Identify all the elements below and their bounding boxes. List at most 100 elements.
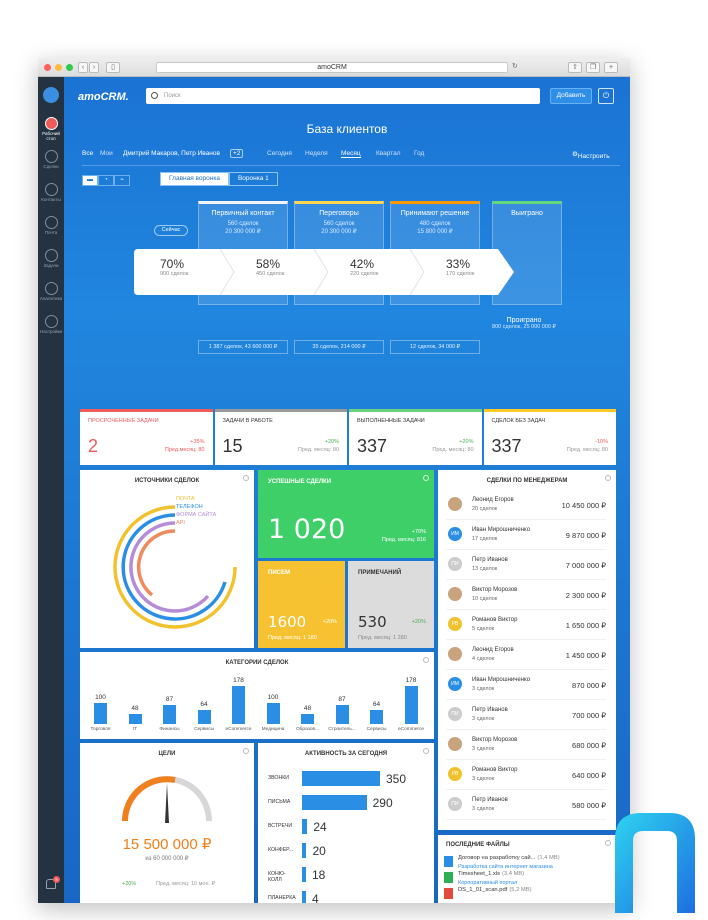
managers-title: СДЕЛКИ ПО МЕНЕДЖЕРАМ xyxy=(486,478,568,484)
account-avatar[interactable] xyxy=(43,87,59,103)
stage-name: Выиграно xyxy=(511,210,543,217)
sidebar-item-3[interactable]: Почта xyxy=(38,216,64,235)
tab-main-funnel[interactable]: Главная воронка xyxy=(160,172,229,186)
letters-delta: +20% xyxy=(322,619,337,625)
category-bar[interactable] xyxy=(370,710,383,724)
period-today[interactable]: Сегодня xyxy=(267,150,292,157)
sidebar-item-4[interactable]: Задачи xyxy=(38,249,64,268)
maximize-window-button[interactable] xyxy=(66,64,73,71)
stage-summary: 560 сделок 20 300 000 ₽ xyxy=(295,220,383,236)
manager-row[interactable]: ПИ Петр Иванов 3 сделок 700 000 ₽ xyxy=(446,702,606,730)
activity-bar[interactable] xyxy=(302,867,306,882)
minimize-window-button[interactable] xyxy=(55,64,62,71)
activity-bar[interactable] xyxy=(302,795,367,810)
notes-prev: Пред. месяц: 1 280 xyxy=(358,635,407,641)
sidebar-item-5[interactable]: Аналитика xyxy=(38,282,64,301)
address-bar[interactable]: amoCRM xyxy=(156,62,508,73)
search-input[interactable]: Поиск xyxy=(146,88,540,104)
manager-row[interactable]: ПИ Петр Иванов 3 сделок 580 000 ₽ xyxy=(446,792,606,820)
activity-label: ПИСЬМА xyxy=(268,799,291,805)
gear-icon[interactable] xyxy=(423,475,429,481)
kpi-card[interactable]: СДЕЛОК БЕЗ ЗАДАЧ 337 -10% Пред. месяц: 80 xyxy=(483,409,616,465)
manager-row[interactable]: Виктор Морозов 10 сделок 2 300 000 ₽ xyxy=(446,582,606,610)
power-icon[interactable]: ⏻ xyxy=(598,88,614,104)
gear-icon[interactable] xyxy=(423,748,429,754)
filter-all[interactable]: Все xyxy=(82,150,94,157)
add-button[interactable]: Добавить xyxy=(550,88,592,104)
category-bar[interactable] xyxy=(163,705,176,724)
category-bar[interactable] xyxy=(94,702,107,724)
tab-funnel-1[interactable]: Воронка 1 xyxy=(228,172,278,186)
line-view-icon[interactable]: ⌁ xyxy=(114,175,130,186)
filter-users[interactable]: Дмитрий Макаров, Петр Иванов xyxy=(123,150,220,157)
category-bar[interactable] xyxy=(404,686,418,724)
kpi-card[interactable]: ВЫПОЛНЕННЫЕ ЗАДАЧИ 337 +20% Пред. месяц: 80 xyxy=(349,409,482,465)
file-size: (1,4 MB) xyxy=(537,855,560,861)
new-tab-icon[interactable]: + xyxy=(604,62,618,73)
gear-icon[interactable] xyxy=(605,475,611,481)
activity-bar[interactable] xyxy=(302,843,307,858)
sources-title: ИСТОЧНИКИ СДЕЛОК xyxy=(134,478,200,484)
bell-icon[interactable] xyxy=(46,879,56,889)
period-quarter[interactable]: Квартал xyxy=(376,150,401,157)
tabs-icon[interactable]: ❐ xyxy=(586,62,600,73)
sidebar-item-1[interactable]: Сделки xyxy=(38,150,64,169)
manager-row[interactable]: ИМ Иван Мирошниченко 17 сделок 9 870 000 ₽ xyxy=(446,522,606,550)
category-value: 87 xyxy=(338,696,346,704)
gear-icon[interactable] xyxy=(243,475,249,481)
category-bar[interactable] xyxy=(301,713,314,724)
category-bar[interactable] xyxy=(197,710,211,724)
activity-bar[interactable] xyxy=(302,771,380,786)
close-window-button[interactable] xyxy=(44,64,51,71)
file-row[interactable]: Договор на разработку сай... (1,4 MB) Разр… xyxy=(444,853,608,875)
sidebar-item-0[interactable]: Рабочий стол xyxy=(38,117,64,141)
period-week[interactable]: Неделя xyxy=(305,150,328,157)
activity-bar[interactable] xyxy=(302,819,308,834)
pie-view-icon[interactable]: ◔ xyxy=(98,175,114,186)
kpi-card[interactable]: ПРОСРОЧЕННЫЕ ЗАДАЧИ 2 +35% Пред.месяц: 80 xyxy=(80,409,213,465)
kpi-card[interactable]: ЗАДАЧИ В РАБОТЕ 15 +20% Пред. месяц: 80 xyxy=(214,409,347,465)
gear-icon[interactable] xyxy=(243,748,249,754)
manager-deals: 20 сделок xyxy=(472,506,498,512)
manager-name: Леонид Егоров xyxy=(472,497,514,503)
manager-row[interactable]: Леонид Егоров 20 сделок 10 450 000 ₽ xyxy=(446,492,606,520)
gear-icon[interactable] xyxy=(605,840,611,846)
period-month[interactable]: Месяц xyxy=(341,150,361,158)
share-icon[interactable]: ⇧ xyxy=(568,62,582,73)
filter-users-more[interactable]: +2 xyxy=(230,149,244,158)
forward-icon[interactable]: › xyxy=(89,62,99,73)
activity-bar[interactable] xyxy=(302,891,306,903)
file-link[interactable]: Разработка сайта интернет магазина xyxy=(458,864,553,870)
manager-row[interactable]: ПИ Петр Иванов 13 сделок 7 000 000 ₽ xyxy=(446,552,606,580)
filter-mine[interactable]: Мои xyxy=(100,150,113,157)
files-title: ПОСЛЕДНИЕ ФАЙЛЫ xyxy=(446,842,510,848)
manager-sum: 680 000 ₽ xyxy=(572,741,606,750)
file-row[interactable]: DS_1_01_scan.pdf (5,2 MB) xyxy=(444,885,608,903)
file-row[interactable]: Timesheet_1.xls (3,4 MB) Корпоративный пор… xyxy=(444,869,608,891)
category-bar[interactable] xyxy=(128,713,142,724)
manager-deals: 3 сделок xyxy=(472,716,495,722)
period-year[interactable]: Год xyxy=(414,150,425,157)
settings-link[interactable]: ⚙ Настроить xyxy=(572,151,610,160)
gear-icon[interactable] xyxy=(423,657,429,663)
manager-row[interactable]: РВ Романов Виктор 3 сделок 640 000 ₽ xyxy=(446,762,606,790)
sidebar-item-6[interactable]: Настройки xyxy=(38,315,64,334)
conversion-deals: 900 сделок xyxy=(160,271,189,277)
file-link[interactable]: Корпоративный портал xyxy=(458,880,518,886)
manager-sum: 1 450 000 ₽ xyxy=(565,651,606,660)
manager-row[interactable]: Леонид Егоров 4 сделок 1 450 000 ₽ xyxy=(446,642,606,670)
manager-row[interactable]: РВ Романов Виктор 5 сделок 1 650 000 ₽ xyxy=(446,612,606,640)
sidebar-toggle-icon[interactable]: ▯ xyxy=(106,62,120,73)
sidebar-item-2[interactable]: Контакты xyxy=(38,183,64,202)
manager-row[interactable]: ИМ Иван Мирошниченко 3 сделок 870 000 ₽ xyxy=(446,672,606,700)
conversion-percent: 33% xyxy=(446,257,471,271)
category-bar[interactable] xyxy=(232,686,245,724)
category-bar[interactable] xyxy=(335,705,349,724)
pipeline-view-icon[interactable]: ▬ xyxy=(82,175,98,186)
file-icon xyxy=(444,888,453,899)
back-icon[interactable]: ‹ xyxy=(78,62,88,73)
activity-value: 4 xyxy=(312,892,319,903)
category-bar[interactable] xyxy=(266,702,280,724)
page-title: База клиентов xyxy=(306,122,388,136)
manager-row[interactable]: Виктор Морозов 3 сделок 680 000 ₽ xyxy=(446,732,606,760)
